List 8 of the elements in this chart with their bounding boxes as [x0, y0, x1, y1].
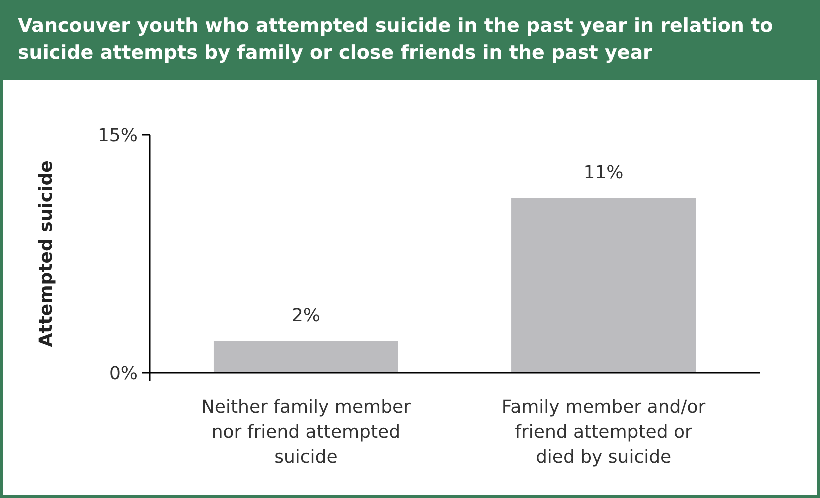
x-tick-label: Neither family member nor friend attempted suicide [201, 397, 412, 468]
y-tick-label: 15% [98, 125, 138, 146]
chart-title: Vancouver youth who attempted suicide in the past year in relation to suicide attempts by family or close friends in the past year [18, 15, 774, 64]
y-tick-label: 0% [109, 363, 138, 384]
data-label: 11% [584, 162, 624, 184]
x-tick-label: Family member and/or friend attempted or died by suicide [502, 397, 706, 468]
data-label: 2% [292, 305, 320, 326]
y-axis-title: Attempted suicide [36, 160, 57, 348]
